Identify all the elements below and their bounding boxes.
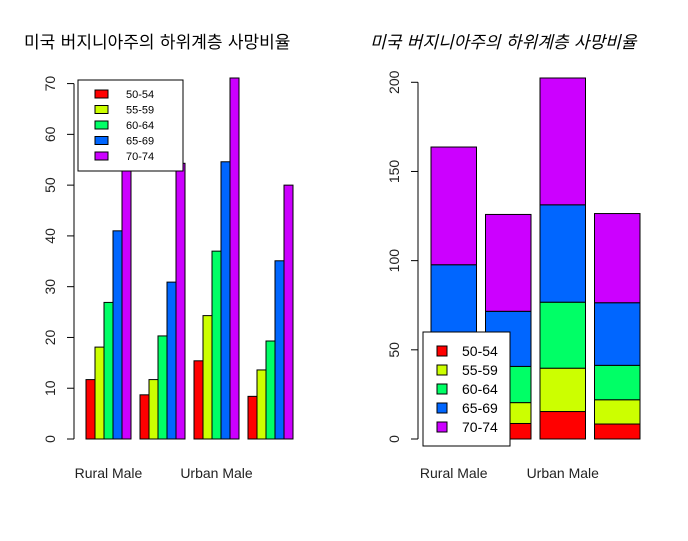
bar-60-64-3	[211, 250, 222, 440]
legend-swatch-right	[436, 383, 448, 395]
y-tick-label-left: 20	[42, 329, 58, 345]
y-tick-label-right: 200	[386, 70, 402, 94]
stacked-segment-55-59-3	[539, 367, 586, 413]
legend-label-left: 70-74	[126, 151, 154, 163]
grouped-bar-chart: 미국 버지니아주의 하위계층 사망비율 0 10 20 30 40 50 60 70 Rural …	[24, 33, 294, 481]
y-tick-label-left: 30	[42, 279, 58, 295]
legend-label-right: 65-69	[462, 400, 498, 416]
y-tick-label-right: 50	[386, 342, 402, 358]
bar-70-74-2	[175, 162, 186, 440]
bar-60-64-4	[265, 340, 276, 440]
stacked-segment-65-69-3	[539, 204, 586, 303]
stacked-segment-60-64-3	[539, 301, 586, 369]
bar-55-59-2	[148, 379, 159, 440]
legend-label-right: 50-54	[462, 343, 498, 359]
bar-55-59-1	[94, 346, 105, 440]
bar-50-54-3	[193, 360, 204, 440]
x-category-label-left: Urban Male	[180, 465, 253, 481]
legend-swatch-right	[436, 421, 448, 433]
bar-65-69-4	[274, 260, 285, 440]
stacked-segment-55-59-4	[594, 399, 641, 425]
y-tick-label-right: 100	[386, 249, 402, 273]
legend-swatch-left	[94, 136, 109, 145]
stacked-segment-70-74-1	[430, 146, 477, 266]
y-tick-label-right: 0	[386, 435, 402, 443]
legend-label-left: 50-54	[126, 89, 154, 101]
bar-65-69-3	[220, 161, 231, 440]
y-tick-label-right: 150	[386, 160, 402, 184]
y-tick-label-left: 70	[42, 76, 58, 92]
legend-label-left: 60-64	[126, 120, 154, 132]
y-tick-label-left: 50	[42, 177, 58, 193]
legend-swatch-left	[94, 105, 109, 114]
stacked-bar-chart: 미국 버지니아주의 하위계층 사망비율 0 50 100 150 200 50-54 55-5…	[370, 33, 641, 481]
stacked-segment-60-64-4	[594, 364, 641, 401]
stacked-segment-70-74-3	[539, 77, 586, 206]
bar-50-54-1	[85, 379, 96, 440]
bar-60-64-1	[103, 301, 114, 440]
bar-60-64-2	[157, 335, 168, 440]
legend-swatch-right	[436, 345, 448, 357]
legend-swatch-right	[436, 364, 448, 376]
legend-swatch-left	[94, 151, 109, 161]
legend-label-left: 65-69	[126, 136, 154, 148]
x-category-label-right: Urban Male	[527, 465, 600, 481]
bar-70-74-4	[283, 184, 294, 440]
y-tick-label-left: 40	[42, 228, 58, 244]
bar-55-59-4	[256, 369, 267, 440]
y-tick-label-left: 10	[42, 380, 58, 396]
legend-swatch-left	[94, 120, 109, 130]
chart-title-left: 미국 버지니아주의 하위계층 사망비율	[24, 33, 290, 53]
legend-label-right: 55-59	[462, 362, 498, 378]
bar-55-59-3	[202, 315, 213, 440]
legend-swatch-right	[436, 402, 448, 414]
bar-70-74-3	[229, 77, 240, 440]
y-tick-label-left: 60	[42, 126, 58, 142]
x-category-label-left: Rural Male	[75, 465, 143, 481]
stacked-segment-70-74-2	[485, 213, 532, 312]
legend-label-right: 70-74	[462, 419, 498, 435]
bar-65-69-1	[112, 230, 123, 440]
x-category-label-right: Rural Male	[420, 465, 488, 481]
bar-50-54-4	[247, 395, 258, 440]
stacked-segment-70-74-4	[594, 213, 641, 304]
bar-50-54-2	[139, 394, 150, 440]
y-tick-label-left: 0	[42, 435, 58, 443]
stacked-segment-50-54-4	[594, 423, 641, 440]
stacked-segment-65-69-1	[430, 264, 477, 339]
legend-swatch-left	[94, 89, 109, 99]
legend-label-left: 55-59	[126, 105, 154, 117]
bar-65-69-2	[166, 281, 177, 440]
chart-title-right: 미국 버지니아주의 하위계층 사망비율	[370, 33, 638, 53]
legend-label-right: 60-64	[462, 381, 498, 397]
stacked-segment-65-69-4	[594, 302, 641, 366]
stacked-segment-50-54-3	[539, 411, 586, 440]
